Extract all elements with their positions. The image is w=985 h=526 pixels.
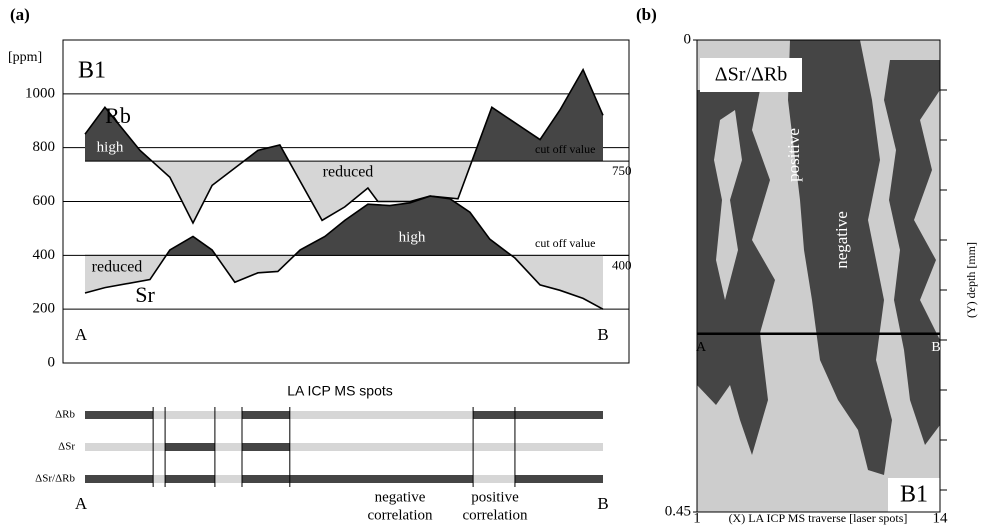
high-label: high	[399, 229, 426, 245]
strip-segment	[473, 411, 603, 419]
annotation: correlation	[368, 507, 433, 523]
strip-segment	[241, 411, 290, 419]
strip-segment	[241, 443, 290, 451]
x-tick-label: 14	[933, 510, 949, 526]
label-box	[700, 58, 802, 92]
row-label: ΔSr	[58, 441, 75, 453]
y-tick-label: 600	[33, 193, 56, 209]
series-line	[84, 67, 604, 225]
series-line	[84, 195, 604, 310]
end-label: B	[597, 494, 608, 513]
strip-segment	[289, 443, 603, 451]
cutoff-value: 750	[612, 163, 632, 178]
y-tick-label: 0.45	[665, 503, 691, 519]
strip-segment	[153, 411, 242, 419]
x-tick-label: 1	[693, 510, 701, 526]
strip-segment	[241, 475, 474, 483]
annotation: positive	[471, 489, 519, 505]
negative-region	[884, 60, 940, 445]
strip-segment	[153, 475, 166, 483]
strip-segment	[514, 475, 603, 483]
y-tick-label: 0	[48, 354, 56, 370]
panel-label: (a)	[10, 5, 30, 24]
strip-segment	[85, 475, 154, 483]
cutoff-text: cut off value	[535, 236, 595, 250]
x-axis-label: (X) LA ICP MS traverse [laser spots]	[729, 511, 908, 525]
annotation: correlation	[463, 507, 528, 523]
region-label: positive	[784, 128, 803, 182]
strip-segment	[165, 475, 215, 483]
map-title: ΔSr/ΔRb	[715, 64, 787, 86]
strip-segment	[85, 443, 166, 451]
cutoff-text: cut off value	[535, 142, 595, 156]
map-subtitle: B1	[900, 482, 928, 508]
strip-title: LA ICP MS spots	[287, 383, 393, 399]
high-label: high	[97, 139, 124, 155]
panel-label: (b)	[636, 5, 657, 24]
above-cutoff-area	[85, 69, 603, 162]
row-label: ΔSr/ΔRb	[35, 473, 75, 485]
y-tick-label: 1000	[25, 85, 55, 101]
series-name: Rb	[105, 103, 131, 128]
contour-map	[697, 40, 940, 512]
negative-region	[697, 90, 775, 455]
y-tick-label: 0	[684, 31, 692, 47]
strip-segment	[85, 411, 154, 419]
end-label: A	[75, 325, 88, 344]
positive-region	[714, 110, 742, 300]
series-name: Sr	[135, 282, 155, 307]
annotation: negative	[375, 489, 426, 505]
end-label: A	[696, 340, 707, 355]
y-tick-label: 400	[33, 247, 56, 263]
chart-title: B1	[78, 58, 106, 84]
y-tick-label: 200	[33, 301, 56, 317]
strip-segment	[289, 411, 474, 419]
label-box	[888, 478, 940, 512]
y-unit: [ppm]	[8, 50, 42, 65]
below-cutoff-area	[85, 161, 603, 224]
end-label: A	[75, 494, 88, 513]
strip-segment	[214, 475, 242, 483]
negative-region	[788, 40, 892, 475]
cutoff-value: 400	[612, 257, 632, 272]
region-label: negative	[832, 211, 851, 269]
y-tick-label: 800	[33, 139, 56, 155]
strip-segment	[214, 443, 242, 451]
strip-segment	[165, 443, 215, 451]
strip-segment	[473, 475, 515, 483]
reduced-label: reduced	[92, 259, 143, 276]
below-cutoff-area	[85, 255, 603, 310]
end-label: B	[597, 325, 608, 344]
row-label: ΔRb	[55, 409, 75, 421]
above-cutoff-area	[85, 196, 603, 256]
map-frame	[696, 39, 941, 513]
reduced-label: reduced	[323, 164, 374, 181]
end-label: B	[931, 340, 940, 355]
y-axis-label: (Y) depth [mm]	[964, 242, 978, 318]
